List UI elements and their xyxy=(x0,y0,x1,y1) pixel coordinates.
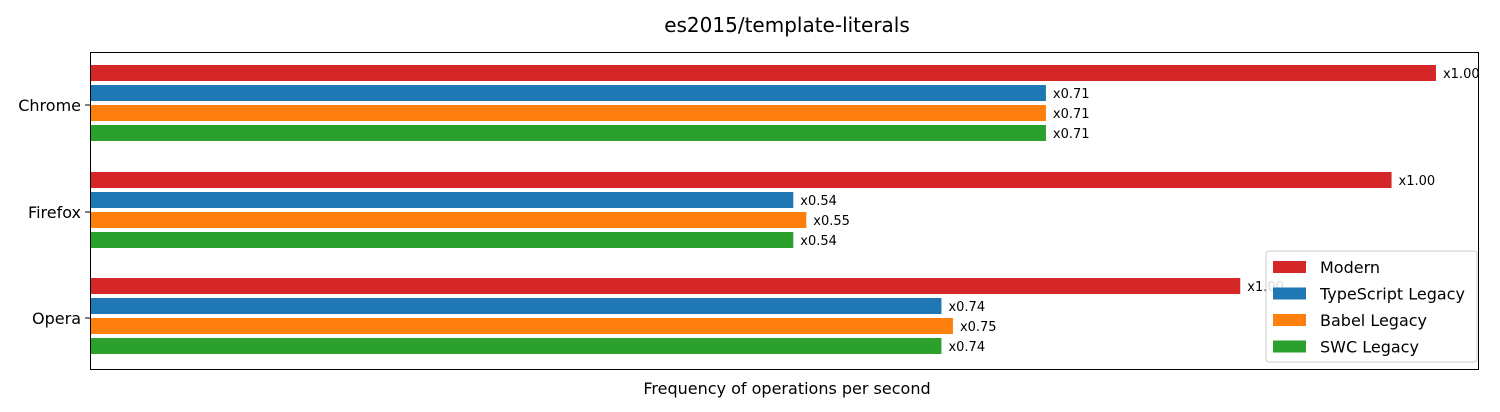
legend-label-swc-legacy: SWC Legacy xyxy=(1320,338,1419,357)
bar-chrome-modern xyxy=(91,65,1436,81)
legend-swatch-babel-legacy xyxy=(1273,314,1306,326)
plot-area xyxy=(90,52,1479,370)
bar-label-firefox-swc-legacy: x0.54 xyxy=(800,234,837,249)
legend-swatch-typescript-legacy xyxy=(1273,287,1306,300)
bar-label-chrome-swc-legacy: x0.71 xyxy=(1053,127,1090,142)
bar-label-chrome-modern: x1.00 xyxy=(1443,67,1480,82)
x-axis-label: Frequency of operations per second xyxy=(643,379,930,398)
bar-opera-modern xyxy=(91,278,1241,294)
y-tick-label-firefox: Firefox xyxy=(28,203,81,222)
legend-swatch-modern xyxy=(1273,261,1306,273)
legend-label-babel-legacy: Babel Legacy xyxy=(1320,311,1427,330)
chart-title: es2015/template-literals xyxy=(664,13,910,37)
legend: Modern TypeScript Legacy Babel Legacy SWC L… xyxy=(1265,250,1478,363)
bar-label-firefox-typescript-legacy: x0.54 xyxy=(800,194,837,209)
bars-layer xyxy=(91,65,1436,354)
bar-firefox-babel-legacy xyxy=(91,212,807,228)
bar-firefox-modern xyxy=(91,172,1392,188)
bar-label-chrome-typescript-legacy: x0.71 xyxy=(1053,87,1090,102)
bar-chrome-swc-legacy xyxy=(91,125,1046,141)
bar-opera-swc-legacy xyxy=(91,338,942,354)
bar-label-opera-swc-legacy: x0.74 xyxy=(948,340,985,355)
legend-swatch-swc-legacy xyxy=(1273,340,1306,353)
bar-label-chrome-babel-legacy: x0.71 xyxy=(1053,107,1090,122)
bar-opera-typescript-legacy xyxy=(91,298,942,314)
bar-labels-layer: x1.00 x0.71 x0.71 x0.71 x1.00 x0.54 x0.55 x0.54… xyxy=(800,67,1479,355)
y-axis: Chrome Firefox Opera xyxy=(18,96,91,328)
bar-label-firefox-modern: x1.00 xyxy=(1399,174,1436,189)
legend-box xyxy=(1265,250,1478,363)
y-tick-label-opera: Opera xyxy=(32,309,81,328)
bar-label-opera-babel-legacy: x0.75 xyxy=(960,320,997,335)
legend-label-typescript-legacy: TypeScript Legacy xyxy=(1319,285,1465,304)
legend-label-modern: Modern xyxy=(1320,258,1380,277)
y-tick-label-chrome: Chrome xyxy=(18,96,81,115)
bar-label-firefox-babel-legacy: x0.55 xyxy=(813,214,850,229)
bar-label-opera-typescript-legacy: x0.74 xyxy=(948,300,985,315)
bar-firefox-typescript-legacy xyxy=(91,192,794,208)
bar-chrome-typescript-legacy xyxy=(91,85,1046,101)
bar-firefox-swc-legacy xyxy=(91,232,794,248)
bar-chrome-babel-legacy xyxy=(91,105,1046,121)
bar-opera-babel-legacy xyxy=(91,318,953,334)
